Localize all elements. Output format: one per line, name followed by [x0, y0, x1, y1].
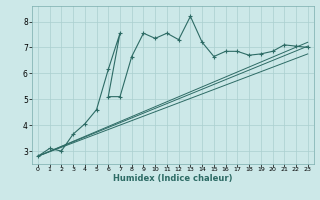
X-axis label: Humidex (Indice chaleur): Humidex (Indice chaleur) [113, 174, 233, 183]
